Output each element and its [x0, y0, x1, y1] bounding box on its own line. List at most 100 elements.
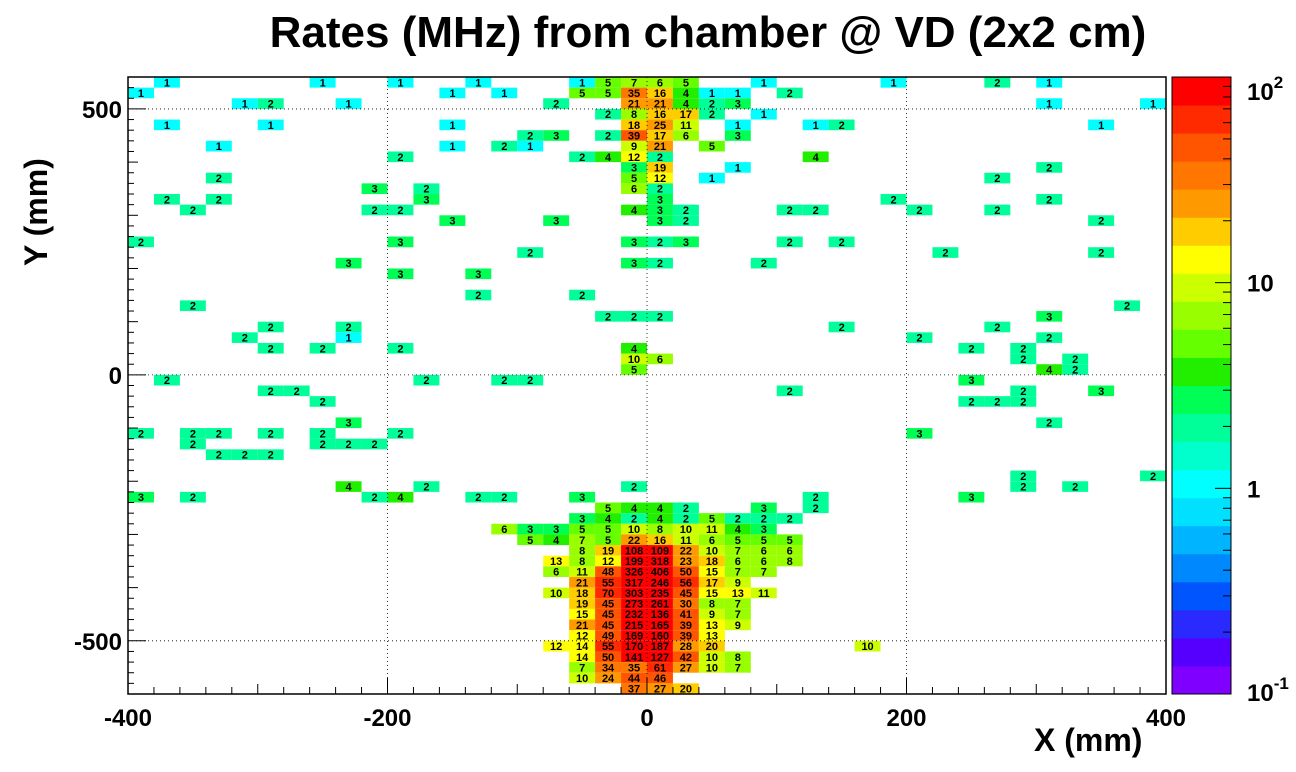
x-tick-label: 0: [640, 705, 653, 732]
colorbar-swatch: [1172, 301, 1231, 330]
cell-value: 8: [579, 545, 585, 557]
heatmap-cell: 326: [621, 566, 647, 579]
cell-rect: [647, 311, 673, 322]
cell-rect: [672, 130, 699, 141]
cell-value: 70: [602, 588, 614, 600]
heatmap-cell: 2: [309, 428, 336, 440]
heatmap-cell: 1: [231, 98, 258, 111]
heatmap-cell: 2: [205, 428, 232, 440]
cell-value: 10: [680, 524, 692, 536]
heatmap-cell: 55: [595, 640, 622, 653]
colorbar-swatch: [1172, 133, 1231, 162]
heatmap-cell: 2: [802, 491, 829, 504]
heatmap-cell: 14: [569, 651, 596, 664]
heatmap-cell: 108: [621, 545, 647, 557]
cell-value: 25: [654, 120, 666, 132]
heatmap-cell: 303: [621, 587, 647, 600]
heatmap-cell: 25: [647, 119, 673, 132]
cell-value: 2: [423, 184, 429, 196]
cell-rect: [958, 396, 985, 407]
cell-rect: [647, 619, 673, 631]
heatmap-cell: 2: [413, 183, 440, 196]
cell-value: 1: [216, 141, 222, 153]
cell-rect: [128, 428, 154, 439]
heatmap-cell: 2: [231, 449, 258, 462]
cell-rect: [569, 640, 596, 652]
heatmap-cell: 6: [698, 534, 725, 547]
heatmap-cell: 2: [387, 342, 414, 355]
cell-value: 1: [346, 99, 352, 111]
heatmap-cell: 9: [621, 140, 647, 153]
cell-value: 6: [553, 567, 559, 579]
cell-rect: [724, 534, 751, 546]
colorbar-swatch: [1172, 273, 1231, 302]
cell-rect: [647, 576, 673, 588]
cell-value: 1: [397, 77, 403, 89]
cell-value: 6: [657, 77, 663, 89]
cell-rect: [257, 321, 284, 333]
cell-value: 2: [1046, 162, 1052, 174]
cell-value: 5: [579, 524, 585, 536]
cell-value: 2: [683, 503, 689, 515]
cell-rect: [569, 672, 596, 684]
cell-value: 7: [735, 662, 741, 674]
cell-value: 6: [709, 535, 715, 547]
cell-value: 2: [138, 428, 144, 440]
cell-value: 2: [813, 205, 819, 217]
cell-value: 4: [346, 482, 353, 494]
cell-rect: [672, 545, 699, 556]
cell-value: 21: [654, 141, 666, 153]
cell-rect: [595, 555, 622, 567]
cell-value: 6: [787, 545, 793, 557]
cell-rect: [698, 513, 725, 524]
cell-value: 7: [631, 77, 637, 89]
heatmap-cell: 8: [621, 108, 647, 121]
cell-rect: [621, 555, 647, 567]
heatmap-cell: 5: [672, 77, 699, 89]
cell-value: 21: [654, 99, 666, 111]
cell-value: 2: [657, 311, 663, 323]
cell-rect: [724, 587, 751, 599]
heatmap-cell: 15: [569, 608, 596, 621]
cell-rect: [750, 523, 777, 535]
cell-rect: [750, 513, 777, 524]
cell-value: 13: [706, 620, 718, 632]
cell-rect: [672, 236, 699, 248]
heatmap-cell: 7: [621, 77, 647, 89]
heatmap-cell: 109: [647, 545, 673, 557]
heatmap-cell: 5: [621, 172, 647, 185]
cell-rect: [958, 374, 985, 386]
cell-rect: [647, 130, 673, 141]
cell-value: 2: [1046, 194, 1052, 206]
cell-rect: [465, 268, 492, 280]
colorbar-frame: [1171, 76, 1232, 695]
cell-value: 14: [576, 641, 589, 653]
heatmap-cell: 1: [1088, 119, 1115, 132]
heatmap-cell: 21: [569, 576, 596, 589]
cell-rect: [335, 321, 362, 333]
cell-rect: [439, 140, 466, 152]
cell-value: 2: [839, 120, 845, 132]
heatmap-cell: 232: [621, 608, 647, 621]
cell-value: 3: [449, 216, 455, 228]
cell-value: 303: [625, 588, 643, 600]
cell-rect: [802, 491, 829, 503]
cell-rect: [257, 428, 284, 439]
cell-value: 10: [706, 545, 718, 557]
cell-value: 17: [680, 109, 692, 121]
heatmap-cell: 2: [647, 236, 673, 249]
heatmap-cell: 27: [672, 662, 699, 674]
heatmap-cell: 3: [569, 513, 596, 525]
heatmap-cell: 2: [543, 98, 570, 111]
heatmap-cell: 7: [724, 608, 751, 621]
cell-rect: [569, 513, 596, 524]
cell-rect: [621, 172, 647, 184]
heatmap-cell: 2: [776, 236, 803, 249]
heatmap-cell: 2: [387, 151, 414, 164]
heatmap-cell: 48: [595, 566, 622, 579]
cell-rect: [491, 523, 518, 535]
heatmap-cell: 4: [647, 502, 673, 515]
cell-rect: [906, 332, 933, 343]
heatmap-cell: 10: [672, 523, 699, 536]
cell-value: 1: [449, 141, 455, 153]
